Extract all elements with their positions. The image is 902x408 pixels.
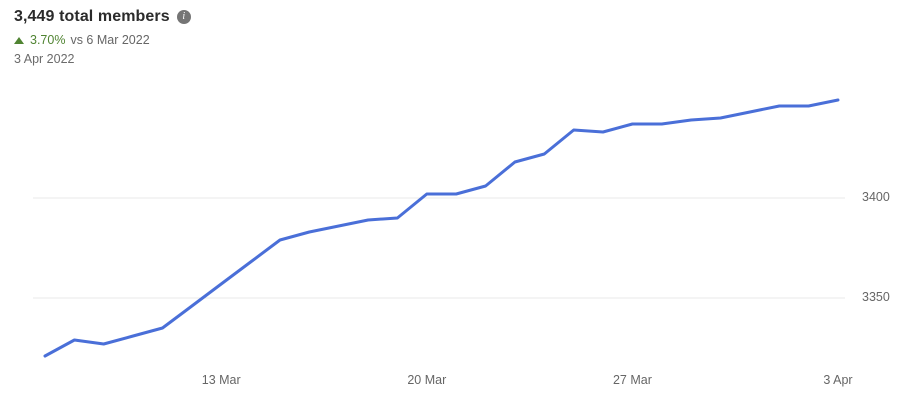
change-percent: 3.70% [30,33,66,47]
x-tick-label: 3 Apr [823,373,853,387]
change-comparison: vs 6 Mar 2022 [70,33,150,47]
members-trend-line [43,98,840,358]
change-indicator: 3.70% vs 6 Mar 2022 [14,33,191,47]
trend-up-icon [14,36,24,44]
info-icon[interactable]: i [176,10,191,24]
card-header: 3,449 total members i 3.70% vs 6 Mar 202… [14,8,191,66]
x-tick-label: 13 Mar [201,373,241,387]
x-tick-label: 20 Mar [407,373,447,387]
date-label: 3 Apr 2022 [14,52,75,66]
x-tick-label: 27 Mar [612,373,652,387]
y-tick-label: 3350 [862,290,890,304]
y-tick-label: 3400 [862,190,890,204]
total-members-title: 3,449 total members [14,8,170,25]
